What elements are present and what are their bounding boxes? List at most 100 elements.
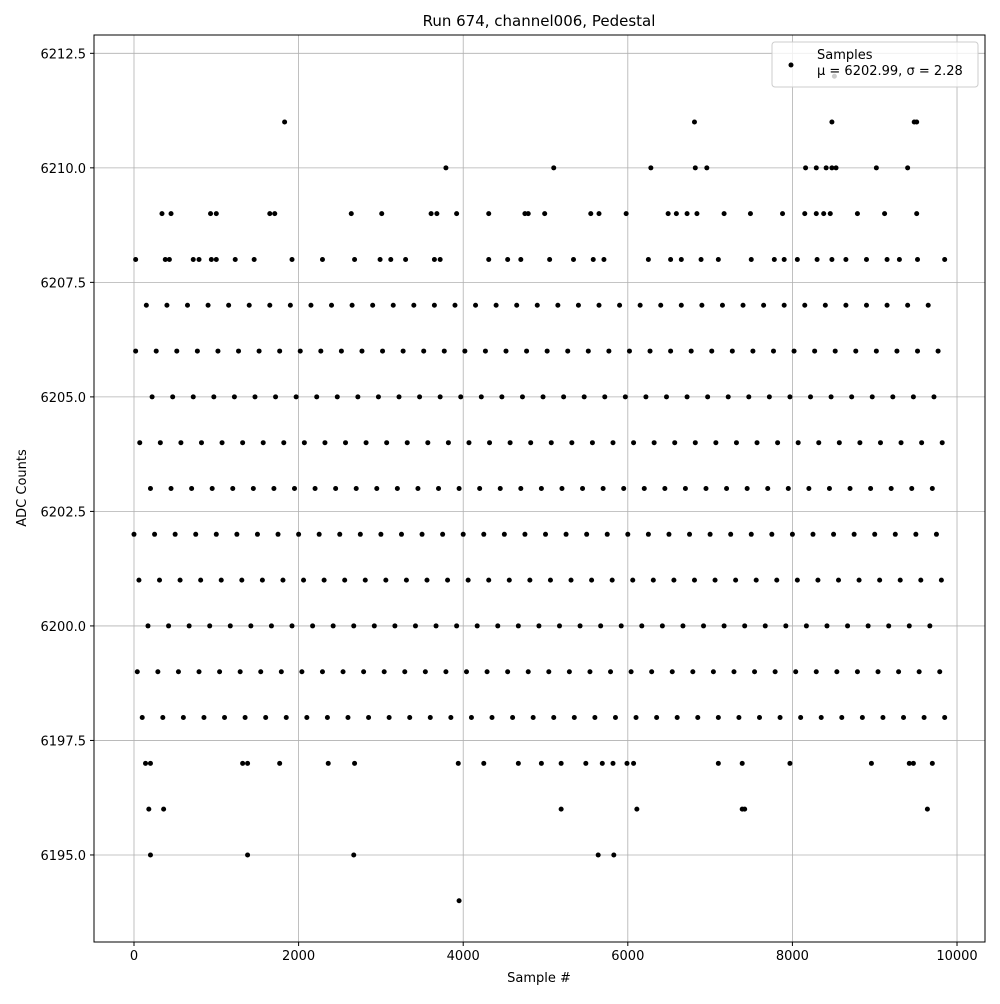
data-point <box>794 577 800 583</box>
data-point <box>337 531 343 537</box>
data-point <box>542 211 548 217</box>
data-point <box>834 669 840 675</box>
data-point <box>733 440 739 446</box>
data-point <box>596 211 602 217</box>
data-point <box>826 486 832 491</box>
data-point <box>481 531 487 537</box>
data-point <box>568 577 574 583</box>
data-point <box>643 394 649 400</box>
data-point <box>746 394 752 400</box>
data-point <box>417 394 423 400</box>
data-point <box>604 531 610 537</box>
data-point <box>227 623 233 629</box>
data-point <box>658 302 664 308</box>
data-point <box>159 211 165 217</box>
data-point <box>769 531 775 537</box>
data-point <box>641 486 647 491</box>
data-point <box>701 623 707 629</box>
data-point <box>525 211 531 217</box>
data-point <box>281 440 287 446</box>
data-point <box>428 211 434 217</box>
data-point <box>802 302 808 308</box>
y-tick-label: 6195.0 <box>41 849 87 864</box>
data-point <box>847 486 853 491</box>
data-point <box>422 669 428 675</box>
data-point <box>478 394 484 400</box>
data-point <box>322 440 328 446</box>
data-point <box>136 577 142 583</box>
data-point <box>859 715 865 721</box>
data-point <box>710 669 716 675</box>
data-point <box>240 440 246 446</box>
data-point <box>896 256 902 262</box>
data-point <box>682 486 688 491</box>
data-point <box>403 256 409 262</box>
data-point <box>524 348 530 354</box>
data-point <box>133 256 139 262</box>
data-point <box>380 348 386 354</box>
data-point <box>424 577 430 583</box>
data-point <box>901 715 907 721</box>
data-point <box>170 394 176 400</box>
data-point <box>918 577 924 583</box>
data-point <box>703 486 709 491</box>
data-point <box>750 348 756 354</box>
data-point <box>915 256 921 262</box>
data-point <box>753 577 759 583</box>
data-point <box>678 302 684 308</box>
data-point <box>906 760 912 766</box>
data-point <box>580 486 586 491</box>
data-point <box>525 669 531 675</box>
x-tick-label: 6000 <box>611 949 644 964</box>
data-point <box>455 760 461 766</box>
data-point <box>886 623 892 629</box>
data-point <box>649 669 655 675</box>
data-point <box>803 623 809 629</box>
data-point <box>668 256 674 262</box>
data-point <box>473 302 479 308</box>
data-point <box>534 302 540 308</box>
data-point <box>259 577 265 583</box>
data-point <box>775 440 781 446</box>
data-point <box>147 486 153 491</box>
data-point <box>419 531 425 537</box>
data-point <box>272 211 278 217</box>
data-point <box>624 760 630 766</box>
data-point <box>803 165 809 171</box>
data-point <box>645 256 651 262</box>
data-point <box>662 486 668 491</box>
data-point <box>684 394 690 400</box>
data-point <box>570 256 576 262</box>
data-point <box>565 348 571 354</box>
data-point <box>145 623 151 629</box>
data-point <box>349 302 355 308</box>
data-point <box>910 394 916 400</box>
legend-label: Samples <box>817 48 873 63</box>
data-point <box>277 760 283 766</box>
data-point <box>445 440 451 446</box>
data-point <box>437 394 443 400</box>
data-point <box>833 165 839 171</box>
data-point <box>704 165 710 171</box>
data-point <box>584 531 590 537</box>
data-point <box>256 348 262 354</box>
x-tick-label: 0 <box>130 949 138 964</box>
data-point <box>873 348 879 354</box>
data-point <box>712 577 718 583</box>
data-point <box>164 302 170 308</box>
data-point <box>456 898 462 904</box>
data-point <box>208 211 214 217</box>
data-point <box>258 669 264 675</box>
data-point <box>558 760 564 766</box>
data-point <box>892 531 898 537</box>
data-point <box>547 577 553 583</box>
data-point <box>785 486 791 491</box>
data-point <box>600 486 606 491</box>
data-point <box>245 760 251 766</box>
data-point <box>484 669 490 675</box>
data-point <box>752 669 758 675</box>
data-point <box>160 715 166 721</box>
data-point <box>236 348 242 354</box>
data-point <box>396 394 402 400</box>
data-point <box>348 211 354 217</box>
